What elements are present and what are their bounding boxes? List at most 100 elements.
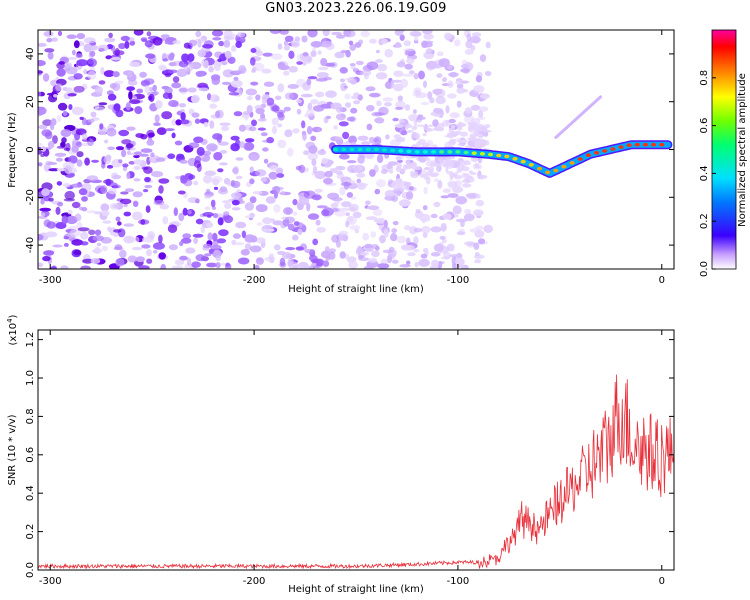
noise-blob (45, 231, 58, 238)
noise-blob (274, 95, 282, 101)
noise-blob (475, 199, 485, 207)
noise-blob (444, 159, 453, 163)
noise-blob (55, 83, 63, 92)
signal-blob (463, 150, 469, 155)
noise-blob (190, 94, 200, 104)
noise-blob (200, 225, 205, 234)
noise-blob (308, 265, 314, 269)
noise-blob (402, 73, 414, 77)
x-tick-label: 0 (659, 275, 665, 286)
noise-blob (460, 131, 468, 137)
noise-blob (445, 119, 449, 126)
noise-blob (144, 40, 153, 48)
noise-blob (123, 235, 135, 244)
noise-blob (63, 242, 69, 247)
noise-blob (283, 106, 291, 112)
noise-blob (250, 57, 256, 66)
noise-blob (65, 62, 73, 69)
noise-blob (455, 196, 468, 205)
noise-blob (261, 68, 272, 74)
noise-blob (230, 135, 240, 141)
noise-blob (379, 235, 386, 244)
noise-blob (159, 204, 169, 210)
noise-blob (375, 59, 383, 63)
noise-blob (69, 229, 81, 238)
noise-blob (38, 234, 44, 241)
noise-blob (423, 186, 428, 195)
noise-blob (445, 166, 449, 173)
noise-blob (202, 44, 213, 49)
noise-blob (48, 197, 54, 202)
noise-blob (303, 190, 316, 199)
noise-blob (145, 205, 151, 213)
noise-blob (144, 176, 151, 183)
noise-blob (375, 179, 386, 188)
noise-blob (218, 141, 229, 146)
noise-blob (133, 178, 141, 182)
noise-blob (135, 133, 145, 138)
noise-blob (139, 153, 149, 157)
noise-blob (208, 66, 214, 73)
noise-blob (388, 169, 394, 174)
noise-blob (272, 220, 284, 226)
noise-blob (298, 164, 306, 174)
noise-blob (322, 30, 330, 37)
noise-blob (115, 258, 125, 267)
noise-blob (250, 81, 259, 86)
noise-blob (255, 257, 264, 265)
noise-blob (219, 149, 228, 154)
noise-blob (315, 219, 321, 226)
noise-blob (403, 48, 415, 52)
noise-blob (338, 121, 349, 127)
noise-blob (473, 242, 480, 250)
signal-blob (651, 142, 657, 147)
noise-blob (193, 136, 204, 144)
noise-blob (344, 93, 351, 100)
noise-blob (460, 68, 471, 73)
noise-blob (367, 205, 380, 210)
noise-blob (347, 216, 354, 223)
x-tick-label: -300 (39, 275, 62, 286)
noise-blob (365, 86, 376, 92)
y-tick-label: 0.8 (25, 408, 36, 424)
noise-blob (476, 194, 481, 199)
signal-blob (561, 164, 567, 169)
noise-blob (405, 159, 411, 164)
noise-blob (217, 58, 223, 63)
noise-blob (188, 174, 196, 180)
noise-blob (171, 82, 182, 89)
noise-blob (334, 51, 345, 59)
noise-blob (269, 30, 282, 34)
noise-blob (235, 175, 243, 180)
noise-blob (471, 124, 481, 130)
noise-blob (407, 129, 414, 133)
noise-blob (40, 212, 46, 217)
noise-blob (366, 123, 373, 131)
noise-blob (165, 128, 175, 132)
noise-blob (121, 149, 127, 158)
noise-blob (330, 102, 342, 110)
noise-blob (440, 195, 450, 199)
noise-blob (352, 211, 362, 219)
signal-blob (341, 147, 347, 152)
noise-blob (412, 133, 419, 138)
noise-blob (364, 243, 374, 249)
noise-blob (301, 224, 307, 233)
noise-blob (100, 67, 105, 75)
noise-blob (64, 165, 72, 175)
noise-blob (409, 226, 418, 235)
noise-blob (120, 191, 129, 195)
noise-blob (457, 143, 466, 147)
signal-blob (414, 150, 420, 154)
noise-blob (125, 188, 135, 193)
noise-blob (473, 129, 480, 135)
noise-blob (394, 30, 403, 36)
noise-blob (83, 37, 96, 44)
noise-blob (285, 247, 296, 251)
noise-blob (73, 73, 83, 80)
noise-blob (206, 262, 218, 268)
noise-blob (78, 188, 88, 196)
noise-blob (40, 146, 47, 152)
snr-marks (38, 374, 674, 570)
noise-blob (218, 40, 225, 47)
